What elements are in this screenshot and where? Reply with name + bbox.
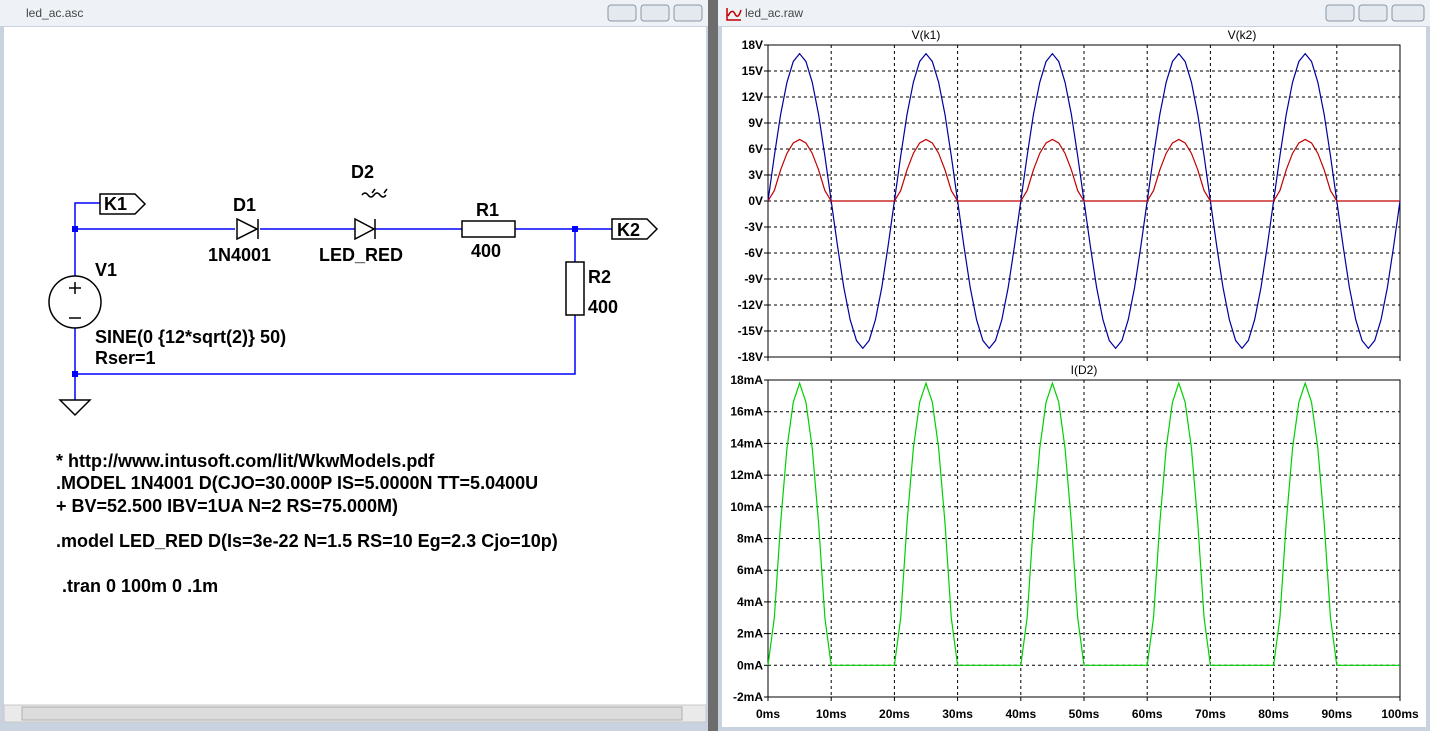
schematic-symbols bbox=[48, 188, 659, 417]
plot-canvas bbox=[722, 27, 1426, 727]
y-tick-label: 15V bbox=[742, 64, 763, 78]
y-tick-label: 3V bbox=[748, 168, 763, 182]
x-tick-label: 20ms bbox=[879, 707, 910, 721]
trace-name: I(D2) bbox=[1071, 363, 1098, 377]
component-name: D2 bbox=[351, 162, 374, 182]
trace-name: V(k1) bbox=[912, 28, 941, 42]
plot-title-bar bbox=[718, 0, 1430, 26]
x-tick-label: 100ms bbox=[1381, 707, 1419, 721]
y-tick-label: 0V bbox=[748, 194, 763, 208]
x-tick-label: 50ms bbox=[1069, 707, 1100, 721]
spice-directive: .MODEL 1N4001 D(CJO=30.000P IS=5.0000N T… bbox=[56, 473, 538, 493]
component-value: SINE(0 {12*sqrt(2)} 50) bbox=[95, 327, 286, 347]
minimize-button[interactable] bbox=[1325, 4, 1355, 22]
y-tick-label: 12mA bbox=[730, 468, 763, 482]
y-tick-label: 18V bbox=[742, 38, 763, 52]
x-tick-label: 70ms bbox=[1195, 707, 1226, 721]
y-tick-label: 6mA bbox=[737, 563, 763, 577]
schematic-title-bar bbox=[0, 0, 708, 26]
plot-window-title: led_ac.raw bbox=[745, 6, 803, 20]
net-label: K1 bbox=[104, 194, 127, 214]
y-tick-label: -3V bbox=[744, 220, 763, 234]
trace-name: V(k2) bbox=[1228, 28, 1257, 42]
x-tick-label: 40ms bbox=[1005, 707, 1036, 721]
component-value: 1N4001 bbox=[208, 245, 271, 265]
component-value: 400 bbox=[471, 241, 501, 261]
schematic-wires bbox=[72, 202, 612, 400]
spice-directive: .tran 0 100m 0 .1m bbox=[62, 576, 218, 596]
component-value: LED_RED bbox=[319, 245, 403, 265]
y-tick-label: 2mA bbox=[737, 627, 763, 641]
spice-directive: + BV=52.500 IBV=1UA N=2 RS=75.000M) bbox=[56, 496, 398, 516]
y-tick-label: -18V bbox=[738, 350, 763, 364]
y-tick-label: -12V bbox=[738, 298, 763, 312]
y-tick-label: 0mA bbox=[737, 658, 763, 672]
close-button[interactable] bbox=[673, 4, 703, 22]
y-tick-label: -2mA bbox=[733, 690, 763, 704]
maximize-button[interactable] bbox=[640, 4, 670, 22]
y-tick-label: 4mA bbox=[737, 595, 763, 609]
x-tick-label: 80ms bbox=[1258, 707, 1289, 721]
x-tick-label: 30ms bbox=[942, 707, 973, 721]
y-tick-label: -9V bbox=[744, 272, 763, 286]
y-tick-label: 18mA bbox=[730, 373, 763, 387]
x-tick-label: 90ms bbox=[1321, 707, 1352, 721]
schematic-window-title: led_ac.asc bbox=[26, 6, 83, 20]
component-value: Rser=1 bbox=[95, 348, 156, 368]
spice-directive: .model LED_RED D(Is=3e-22 N=1.5 RS=10 Eg… bbox=[56, 531, 558, 551]
x-tick-label: 0ms bbox=[756, 707, 780, 721]
x-tick-label: 10ms bbox=[816, 707, 847, 721]
plot-window-icon bbox=[726, 8, 742, 21]
component-name: D1 bbox=[233, 195, 256, 215]
maximize-button[interactable] bbox=[1358, 4, 1388, 22]
component-name: R1 bbox=[476, 200, 499, 220]
component-name: R2 bbox=[588, 267, 611, 287]
schematic-canvas bbox=[4, 27, 706, 705]
minimize-button[interactable] bbox=[607, 4, 637, 22]
close-button[interactable] bbox=[1391, 4, 1425, 22]
y-tick-label: 9V bbox=[748, 116, 763, 130]
spice-directive: * http://www.intusoft.com/lit/WkwModels.… bbox=[56, 451, 435, 471]
y-tick-label: 14mA bbox=[730, 436, 763, 450]
scrollbar-thumb[interactable] bbox=[21, 706, 683, 721]
component-value: 400 bbox=[588, 297, 618, 317]
x-tick-label: 60ms bbox=[1132, 707, 1163, 721]
y-tick-label: -15V bbox=[738, 324, 763, 338]
y-tick-label: 16mA bbox=[730, 405, 763, 419]
y-tick-label: 8mA bbox=[737, 532, 763, 546]
y-tick-label: -6V bbox=[744, 246, 763, 260]
y-tick-label: 10mA bbox=[730, 500, 763, 514]
y-tick-label: 6V bbox=[748, 142, 763, 156]
y-tick-label: 12V bbox=[742, 90, 763, 104]
trace bbox=[767, 381, 1400, 666]
trace bbox=[767, 138, 1400, 202]
net-label: K2 bbox=[617, 220, 640, 240]
component-name: V1 bbox=[95, 260, 117, 280]
